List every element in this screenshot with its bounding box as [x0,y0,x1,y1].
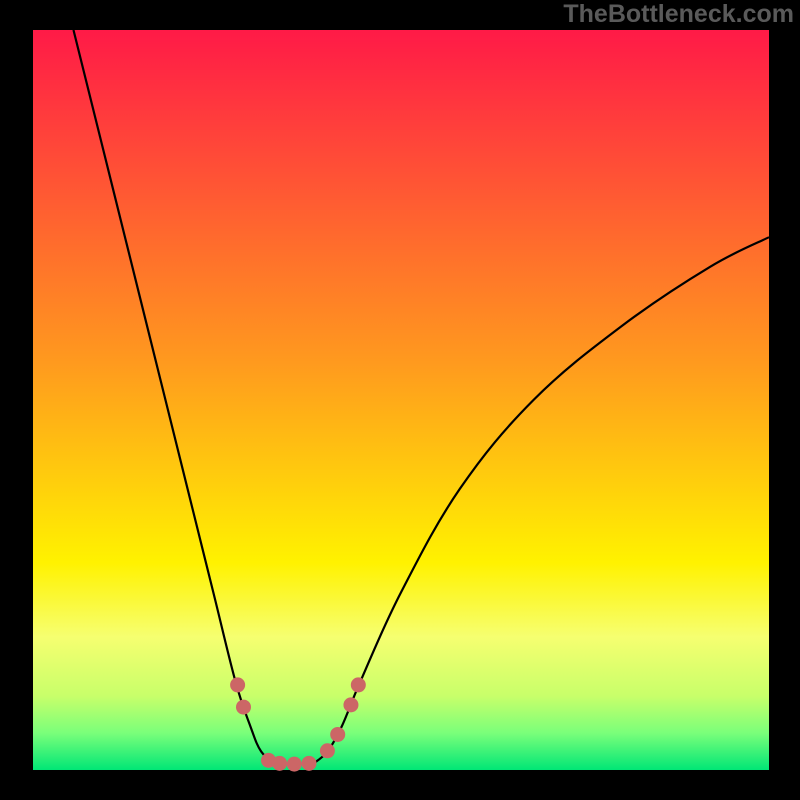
data-marker [302,756,317,771]
curve-right [313,237,769,764]
data-marker [236,700,251,715]
data-marker [272,756,287,771]
chart-container: TheBottleneck.com [0,0,800,800]
data-marker [343,697,358,712]
data-marker [320,743,335,758]
data-marker [230,677,245,692]
curve-left [73,30,275,764]
data-marker [330,727,345,742]
data-marker [287,757,302,772]
curve-layer [0,0,800,800]
data-marker [351,677,366,692]
